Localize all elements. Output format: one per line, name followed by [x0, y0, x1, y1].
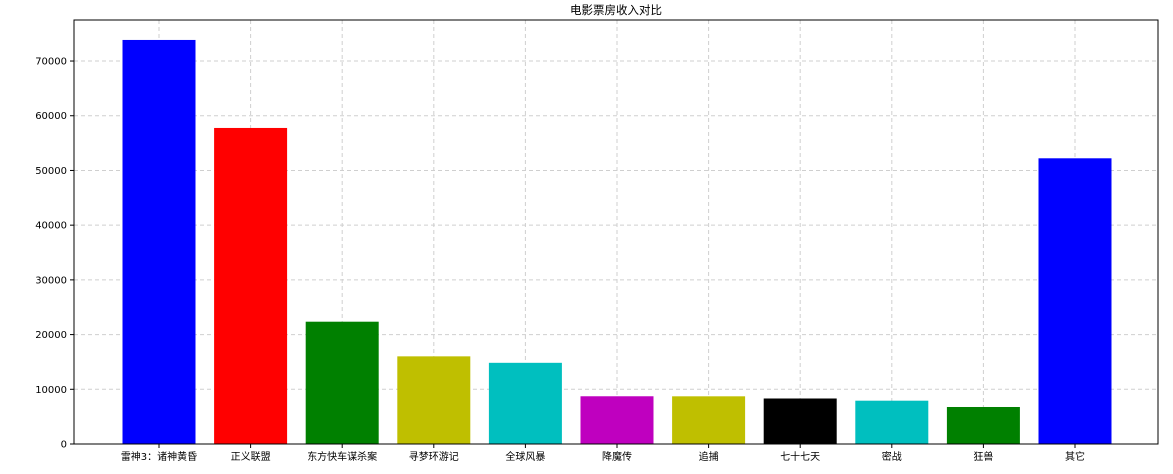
y-axis: 0 10000 20000 30000 40000 50000 60000 70000 — [35, 57, 74, 451]
bar — [122, 39, 196, 445]
bar — [397, 356, 471, 444]
bar — [946, 406, 1020, 444]
y-tick-label: 20000 — [35, 330, 67, 341]
x-tick-label: 正义联盟 — [231, 451, 271, 463]
bar — [305, 321, 379, 444]
y-tick-label: 30000 — [35, 275, 67, 286]
y-tick-label: 10000 — [35, 385, 67, 396]
bars-layer — [122, 39, 1112, 445]
x-axis: 雷神3：诸神黄昏 正义联盟 东方快车谋杀案 寻梦环游记 全球风暴 降魔传 追捕 七十七天 密战 狂… — [121, 444, 1085, 463]
x-tick-label: 狂兽 — [973, 450, 993, 463]
bar — [763, 398, 837, 444]
x-tick-label: 雷神3：诸神黄昏 — [121, 450, 197, 463]
bar — [214, 127, 288, 444]
plot-frame — [73, 19, 1159, 445]
x-tick-label: 追捕 — [699, 450, 719, 463]
bar — [855, 400, 929, 444]
y-tick-label: 0 — [61, 440, 67, 451]
bar — [1038, 158, 1112, 445]
bar — [488, 362, 562, 444]
x-tick-label: 密战 — [882, 450, 902, 463]
bar — [580, 396, 654, 444]
x-tick-label: 东方快车谋杀案 — [307, 450, 377, 463]
bar — [672, 396, 746, 444]
chart-title: 电影票房收入对比 — [570, 3, 662, 17]
y-tick-label: 70000 — [35, 57, 67, 68]
y-tick-label: 60000 — [35, 111, 67, 122]
y-tick-label: 40000 — [35, 221, 67, 232]
x-tick-label: 寻梦环游记 — [409, 450, 459, 463]
y-tick-label: 50000 — [35, 166, 67, 177]
x-tick-label: 降魔传 — [602, 450, 632, 463]
x-tick-label: 全球风暴 — [505, 450, 545, 463]
x-tick-label: 其它 — [1065, 450, 1085, 463]
x-tick-label: 七十七天 — [780, 450, 820, 463]
